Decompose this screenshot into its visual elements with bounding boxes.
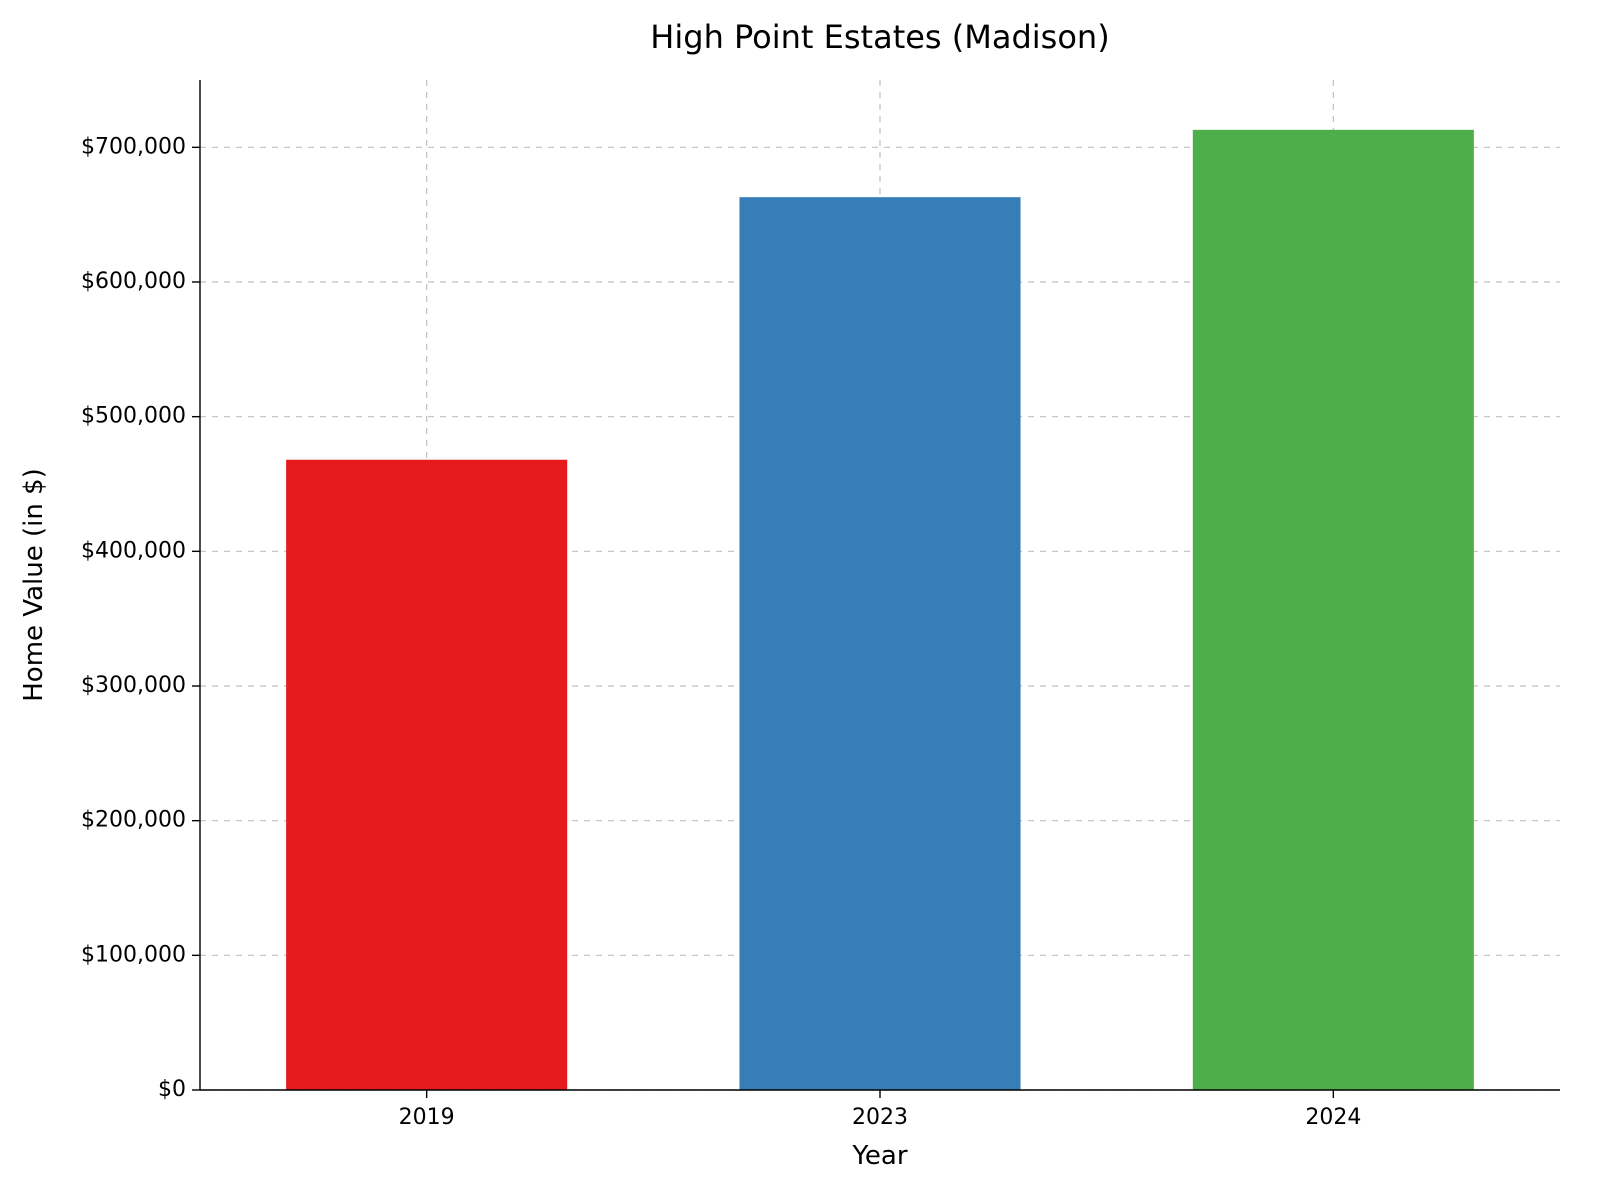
y-axis-label: Home Value (in $) [19, 468, 49, 702]
y-tick-label: $0 [158, 1077, 186, 1102]
x-axis-ticks: 2019 2023 2024 [399, 1090, 1362, 1130]
chart-title: High Point Estates (Madison) [650, 18, 1109, 56]
y-tick-label: $500,000 [81, 404, 186, 429]
bars-group [286, 130, 1474, 1090]
bar [286, 460, 567, 1090]
y-axis-ticks: $0 $100,000 $200,000 $300,000 $400,000 $500,0… [81, 134, 200, 1102]
chart-container: $0 $100,000 $200,000 $300,000 $400,000 $500,0… [0, 0, 1600, 1200]
bar [739, 197, 1020, 1090]
y-tick-label: $100,000 [81, 942, 186, 967]
y-tick-label: $600,000 [81, 269, 186, 294]
y-tick-label: $200,000 [81, 808, 186, 833]
bar-chart-svg: $0 $100,000 $200,000 $300,000 $400,000 $500,0… [0, 0, 1600, 1200]
y-tick-label: $400,000 [81, 538, 186, 563]
y-tick-label: $700,000 [81, 134, 186, 159]
x-tick-label: 2024 [1305, 1105, 1361, 1130]
bar [1193, 130, 1474, 1090]
y-tick-label: $300,000 [81, 673, 186, 698]
x-axis-label: Year [851, 1141, 907, 1171]
x-tick-label: 2023 [852, 1105, 908, 1130]
x-tick-label: 2019 [399, 1105, 455, 1130]
